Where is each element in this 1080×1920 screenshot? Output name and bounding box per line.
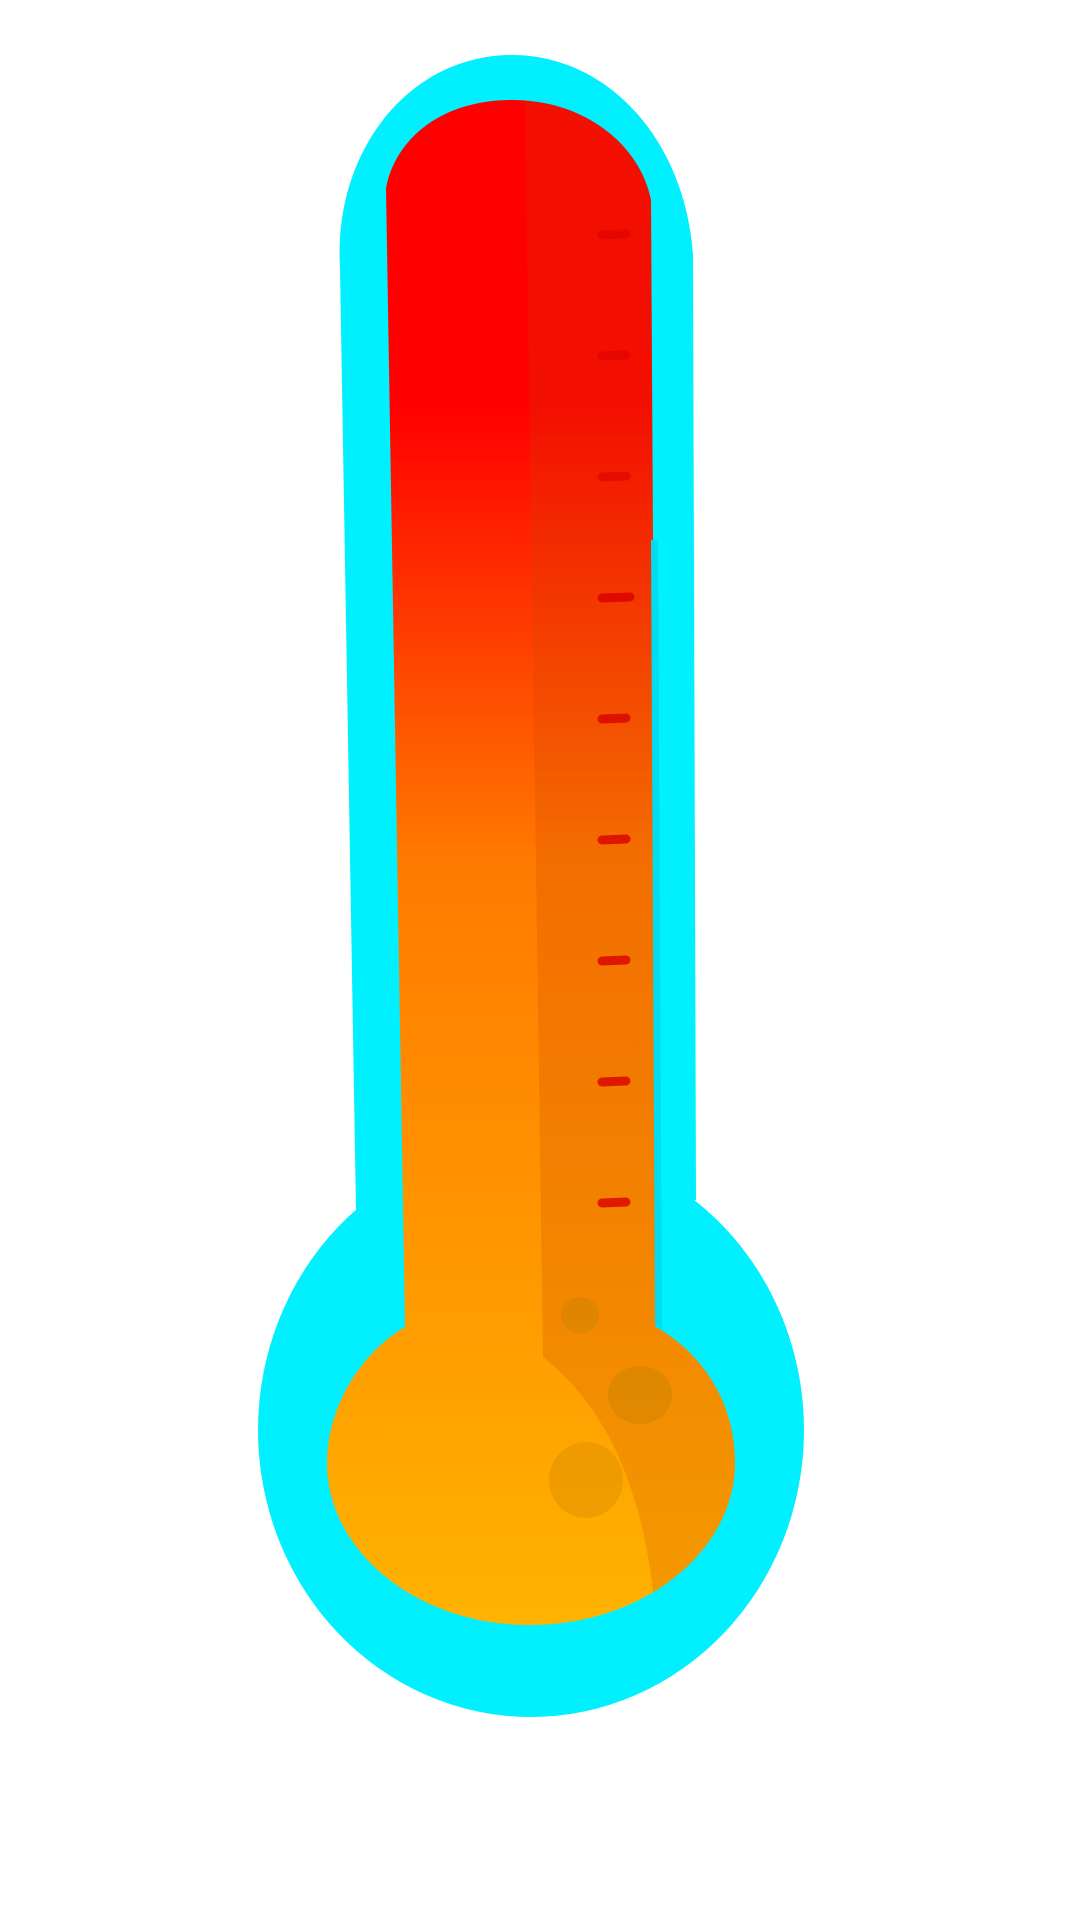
tick-mark bbox=[597, 592, 635, 603]
tick-mark bbox=[597, 1197, 631, 1208]
tick-mark bbox=[597, 350, 631, 361]
tick-mark bbox=[597, 955, 631, 966]
tick-mark bbox=[597, 713, 631, 724]
bubble-small bbox=[561, 1297, 599, 1333]
column-edge-highlight bbox=[651, 540, 662, 1330]
tick-mark bbox=[597, 471, 631, 482]
tick-mark bbox=[597, 834, 631, 845]
liquid-bubbles bbox=[549, 1297, 672, 1518]
tick-mark bbox=[597, 1076, 631, 1087]
tick-marks bbox=[597, 229, 635, 1208]
liquid-column bbox=[327, 100, 735, 1625]
bubble-medium bbox=[608, 1366, 672, 1424]
tick-mark bbox=[597, 229, 631, 240]
bubble-large bbox=[549, 1442, 623, 1518]
